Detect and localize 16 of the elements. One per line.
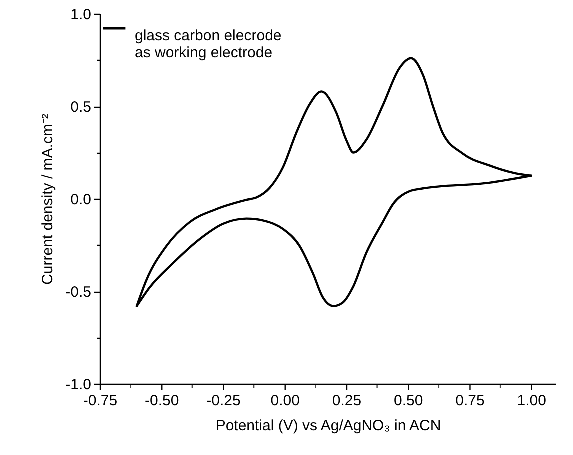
y-tick-label: 1.0 xyxy=(70,6,92,24)
x-tick-label: 0.25 xyxy=(332,392,362,410)
x-tick-label: 0.50 xyxy=(394,392,424,410)
x-tick-label: -0.25 xyxy=(206,392,241,410)
x-tick-label: -0.75 xyxy=(83,392,118,410)
x-tick-label: 0.75 xyxy=(456,392,485,410)
y-tick-label: 0.0 xyxy=(70,192,92,208)
x-tick-label: 1.00 xyxy=(517,392,546,410)
legend-label: glass carbon elecrode as working electrode xyxy=(135,28,282,62)
x-axis-title: Potential (V) vs Ag/AgNO₃ in ACN xyxy=(216,418,442,434)
y-axis-title: Current density / mA.cm⁻² xyxy=(40,114,57,285)
y-tick-label: 0.5 xyxy=(70,99,92,116)
x-tick-label: 0.00 xyxy=(270,392,300,410)
y-tick-label: -0.5 xyxy=(66,284,92,301)
y-tick-label: -1.0 xyxy=(66,376,92,394)
x-tick-label: -0.50 xyxy=(145,392,180,410)
